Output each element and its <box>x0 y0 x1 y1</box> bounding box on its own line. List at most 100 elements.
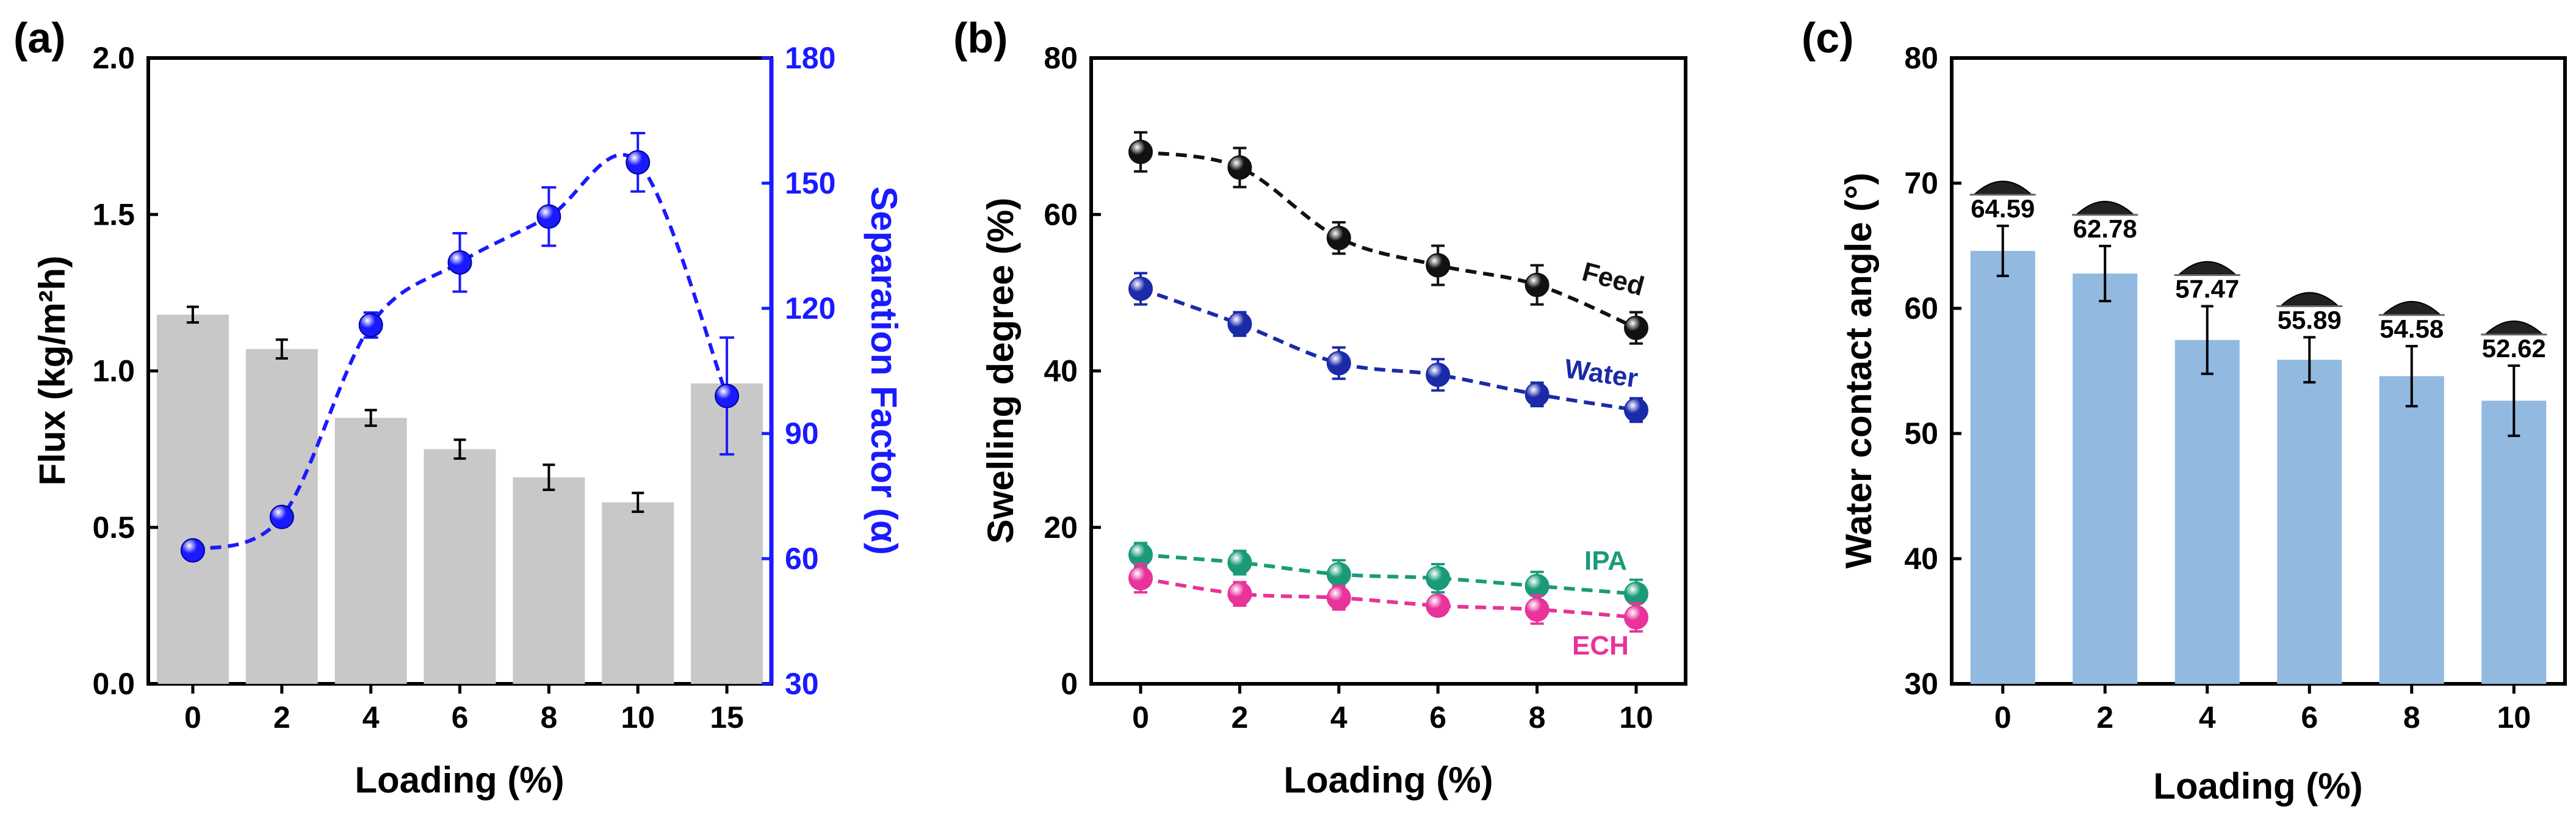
x-axis-b: 0 2 4 6 8 10 <box>1132 684 1653 735</box>
x-axis-title-c: Loading (%) <box>2153 766 2362 807</box>
y-axis-c: 30 40 50 60 70 80 <box>1904 41 1961 701</box>
point-feed-6 <box>1426 253 1451 278</box>
line-series-a <box>180 132 740 563</box>
y-axis-title-b: Swelling degree (%) <box>980 198 1021 544</box>
series-label-feed: Feed <box>1579 256 1647 302</box>
panel-label-a: (a) <box>13 14 66 62</box>
bar-c-0 <box>1970 250 2035 684</box>
trend-line-ech <box>1140 576 1637 620</box>
point-water-6 <box>1426 362 1451 387</box>
data-label-c-8: 54.58 <box>2379 314 2444 343</box>
droplet-c-8 <box>2382 301 2442 315</box>
x-tick-label-a-15: 15 <box>710 700 744 735</box>
point-water-10 <box>1624 397 1648 423</box>
y-tick-label-c-40: 40 <box>1904 542 1938 576</box>
x-tick-label-a-10: 10 <box>621 700 655 735</box>
y-tick-label-c-30: 30 <box>1904 667 1938 701</box>
y-tick-label-right-a-180: 180 <box>785 41 835 75</box>
x-tick-label-c-2: 2 <box>2096 700 2113 735</box>
point-ipa-2 <box>1227 550 1252 575</box>
point-sf-4 <box>358 313 383 338</box>
bar-a-10 <box>602 502 674 684</box>
point-ech-6 <box>1426 593 1451 618</box>
bar-a-8 <box>513 477 585 684</box>
y-tick-label-c-70: 70 <box>1904 166 1938 200</box>
droplet-c-2 <box>2075 201 2135 215</box>
y-axis-title-a: Flux (kg/m²h) <box>32 256 73 486</box>
bar-c-8 <box>2379 376 2444 684</box>
point-ech-2 <box>1227 581 1252 606</box>
y-tick-label-a-2.0: 2.0 <box>92 41 135 75</box>
droplet-c-0 <box>1973 181 2033 195</box>
trend-line-ipa <box>1140 553 1637 596</box>
point-feed-8 <box>1524 272 1550 297</box>
y-tick-label-right-a-90: 90 <box>785 416 819 451</box>
bar-series-a <box>156 305 763 684</box>
x-axis-title-a: Loading (%) <box>355 760 564 800</box>
point-sf-10 <box>626 150 651 175</box>
data-label-c-4: 57.47 <box>2175 275 2239 303</box>
x-axis-c: 0 2 4 6 8 10 <box>1994 684 2531 735</box>
point-ech-10 <box>1624 605 1648 630</box>
point-water-0 <box>1128 276 1153 301</box>
y-tick-label-b-40: 40 <box>1044 354 1078 388</box>
bar-c-2 <box>2073 274 2138 684</box>
x-tick-label-c-8: 8 <box>2403 700 2420 735</box>
y-tick-label-c-60: 60 <box>1904 291 1938 325</box>
point-water-2 <box>1227 311 1252 336</box>
x-tick-label-b-10: 10 <box>1619 700 1653 735</box>
x-axis-a: 0 2 4 6 8 10 15 <box>184 684 744 735</box>
bar-series-c: 64.59 62.78 57.47 55.89 54.58 52.62 <box>1969 181 2547 684</box>
x-tick-label-b-0: 0 <box>1132 700 1149 735</box>
point-ipa-8 <box>1524 573 1550 598</box>
point-sf-2 <box>269 504 294 529</box>
x-axis-title-b: Loading (%) <box>1283 760 1493 800</box>
point-ech-4 <box>1326 586 1351 611</box>
y-tick-label-c-80: 80 <box>1904 41 1938 75</box>
x-tick-label-b-6: 6 <box>1429 700 1446 735</box>
x-tick-label-a-0: 0 <box>184 700 201 735</box>
point-ech-8 <box>1524 597 1550 622</box>
x-tick-label-a-6: 6 <box>452 700 469 735</box>
point-ipa-6 <box>1426 566 1451 591</box>
droplet-c-4 <box>2177 261 2237 275</box>
y-axis-left-a: 0.0 0.5 1.0 1.5 2.0 <box>92 41 158 701</box>
point-sf-0 <box>180 538 205 563</box>
data-label-c-6: 55.89 <box>2278 305 2342 334</box>
point-sf-15 <box>715 383 740 408</box>
bar-a-6 <box>424 449 496 684</box>
bar-c-10 <box>2481 401 2547 684</box>
trend-line-water <box>1139 287 1637 412</box>
series-label-water: Water <box>1563 354 1640 393</box>
y-tick-label-b-20: 20 <box>1044 510 1078 545</box>
y-tick-label-b-80: 80 <box>1044 41 1078 75</box>
y-axis-title-c: Water contact angle (°) <box>1838 173 1879 569</box>
y-tick-label-b-60: 60 <box>1044 197 1078 231</box>
panel-a: (a) 0.0 0.5 1.0 1.5 2.0 30 60 90 120 150 180 0 2 4 6… <box>13 14 904 800</box>
x-tick-label-a-8: 8 <box>540 700 557 735</box>
x-tick-label-b-2: 2 <box>1231 700 1248 735</box>
bar-c-4 <box>2174 339 2240 684</box>
y-axis-b: 0 20 40 60 80 <box>1044 41 1101 701</box>
y-tick-label-right-a-150: 150 <box>785 166 835 200</box>
point-feed-2 <box>1227 155 1252 180</box>
x-tick-label-a-2: 2 <box>273 700 290 735</box>
point-ipa-10 <box>1624 581 1648 606</box>
point-feed-4 <box>1326 225 1351 250</box>
droplet-c-6 <box>2279 292 2339 307</box>
droplet-c-10 <box>2484 321 2544 335</box>
y-tick-label-right-a-60: 60 <box>785 542 819 576</box>
bar-a-4 <box>334 418 407 684</box>
y-tick-label-right-a-120: 120 <box>785 291 835 325</box>
x-tick-label-c-4: 4 <box>2199 700 2216 735</box>
y-axis-title-right-a: Separation Factor (α) <box>864 186 904 555</box>
trend-line-feed <box>1140 150 1637 330</box>
data-label-c-2: 62.78 <box>2073 214 2137 243</box>
point-water-8 <box>1524 382 1550 407</box>
y-axis-right-a: 30 60 90 120 150 180 <box>762 41 835 701</box>
x-tick-label-c-10: 10 <box>2497 700 2531 735</box>
plot-frame-c <box>1950 56 2567 686</box>
bar-c-6 <box>2277 360 2342 684</box>
x-tick-label-c-6: 6 <box>2301 700 2318 735</box>
panel-b: (b) 0 20 40 60 80 0 2 4 6 8 10 Feed Water IPA ECH… <box>953 14 1687 800</box>
